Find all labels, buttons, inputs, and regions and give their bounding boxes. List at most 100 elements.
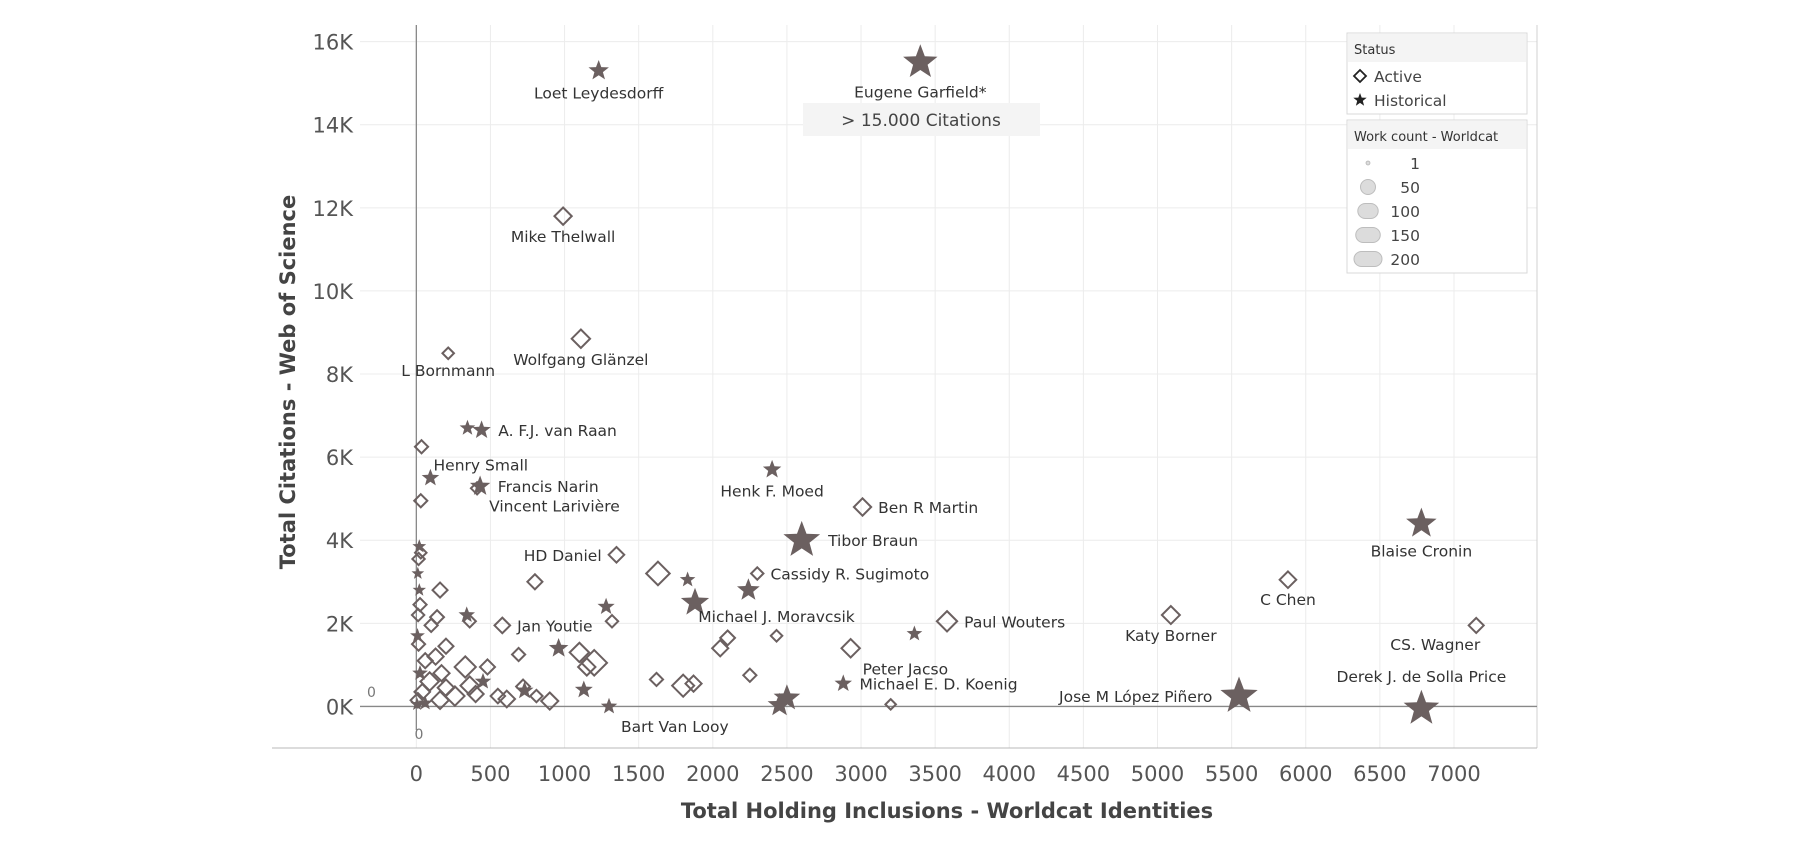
data-point-diamond [580, 648, 609, 678]
data-point-diamond [1278, 569, 1298, 590]
data-point-diamond [718, 629, 737, 647]
data-point-diamond [423, 617, 440, 634]
point-label: Henry Small [434, 456, 529, 474]
point-label: C Chen [1260, 591, 1316, 609]
legend-status-label: Active [1374, 68, 1422, 86]
x-tick-label: 6000 [1279, 762, 1332, 786]
point-label: Jan Youtie [516, 617, 592, 635]
data-point-diamond [884, 697, 898, 712]
data-point-diamond [539, 691, 560, 712]
data-point-star [421, 468, 440, 486]
point-label: Mike Thelwall [511, 228, 616, 246]
data-point-star [412, 539, 427, 553]
data-point-diamond [469, 480, 485, 496]
legend-size-header [1348, 121, 1526, 149]
data-point-star [412, 665, 428, 680]
legend-size-icon [1365, 160, 1371, 166]
legend: Status Active Historical Work count - Wor… [1346, 32, 1528, 274]
x-tick-label: 0 [410, 762, 423, 786]
data-point-diamond [437, 637, 455, 656]
data-point-diamond [493, 616, 512, 635]
data-point-diamond [648, 671, 665, 688]
x-tick-label: 500 [470, 762, 510, 786]
point-label: Eugene Garfield* [854, 83, 987, 101]
data-point-star [410, 628, 425, 643]
zero-label-x: 0 [415, 727, 424, 743]
legend-size-icon [1360, 179, 1376, 195]
point-label: Francis Narin [498, 478, 599, 496]
y-tick-label: 14K [313, 114, 355, 138]
data-point-star [767, 692, 792, 716]
data-point-star [783, 520, 821, 556]
data-point-diamond [607, 545, 626, 564]
data-point-star [737, 578, 760, 600]
data-point-diamond [528, 688, 545, 704]
data-point-diamond [644, 560, 672, 587]
data-point-diamond [428, 608, 446, 626]
x-axis-title: Total Holding Inclusions - Worldcat Iden… [681, 799, 1213, 823]
legend-diamond-icon [1352, 68, 1368, 84]
x-tick-label: 3000 [834, 762, 887, 786]
data-point-diamond [453, 654, 478, 679]
data-point-diamond [570, 328, 592, 350]
y-tick-label: 10K [313, 280, 355, 304]
y-tick-label: 12K [313, 197, 355, 221]
legend-size-icon [1353, 251, 1383, 267]
data-point-diamond [1160, 604, 1182, 626]
x-tick-label: 4500 [1057, 762, 1110, 786]
point-label: HD Daniel [524, 547, 602, 565]
data-point-star [574, 680, 593, 698]
x-axis-ticks: 0 500 1000 1500 2000 2500 3000 3500 4000 4500 5000… [410, 762, 1481, 786]
data-point-star [588, 60, 609, 80]
data-point-diamond [514, 678, 532, 695]
data-point-star [679, 571, 696, 587]
data-point-diamond [413, 682, 432, 702]
data-point-diamond [410, 551, 427, 567]
data-point-diamond [410, 607, 426, 623]
legend-size-icon [1357, 203, 1379, 219]
data-point-diamond [670, 673, 696, 699]
data-point-star [597, 597, 615, 614]
data-point-star [1406, 507, 1437, 537]
zero-label-y: 0 [367, 685, 376, 701]
data-point-diamond [466, 684, 486, 704]
x-tick-label: 5000 [1131, 762, 1184, 786]
data-point-diamond [436, 678, 456, 698]
data-point-diamond [604, 613, 620, 629]
data-point-diamond [497, 689, 517, 709]
y-tick-label: 0K [326, 695, 354, 719]
data-point-star [903, 44, 938, 77]
data-point-diamond [478, 658, 497, 676]
data-point-diamond [416, 651, 435, 670]
data-point-diamond [710, 638, 730, 658]
point-label: Vincent Larivière [489, 498, 620, 516]
y-tick-label: 4K [326, 529, 354, 553]
x-tick-label: 6500 [1353, 762, 1406, 786]
data-point-diamond [441, 346, 456, 361]
annotation-text: > 15.000 Citations [841, 111, 1001, 131]
data-point-diamond [410, 636, 427, 653]
legend-size-label: 50 [1400, 179, 1420, 197]
data-point-star [600, 697, 618, 714]
legend-size-icon [1355, 227, 1381, 243]
data-point-star [515, 681, 534, 699]
data-point-diamond [525, 572, 544, 591]
data-point-star [680, 587, 710, 615]
point-label: Peter Jacso [863, 660, 948, 678]
data-point-star [773, 684, 801, 710]
data-point-diamond [431, 581, 449, 600]
legend-status-title: Status [1354, 43, 1396, 58]
data-point-diamond [749, 565, 765, 582]
point-label: Loet Leydesdorff [534, 84, 664, 102]
x-tick-label: 7000 [1427, 762, 1480, 786]
data-point-star [458, 606, 475, 622]
point-label: Bart Van Looy [621, 718, 729, 736]
point-label: Henk F. Moed [720, 482, 823, 500]
x-tick-label: 2500 [760, 762, 813, 786]
data-marks [409, 44, 1486, 724]
data-point-star [417, 695, 433, 710]
annotation-box [803, 103, 1040, 136]
data-point-diamond [412, 596, 429, 613]
